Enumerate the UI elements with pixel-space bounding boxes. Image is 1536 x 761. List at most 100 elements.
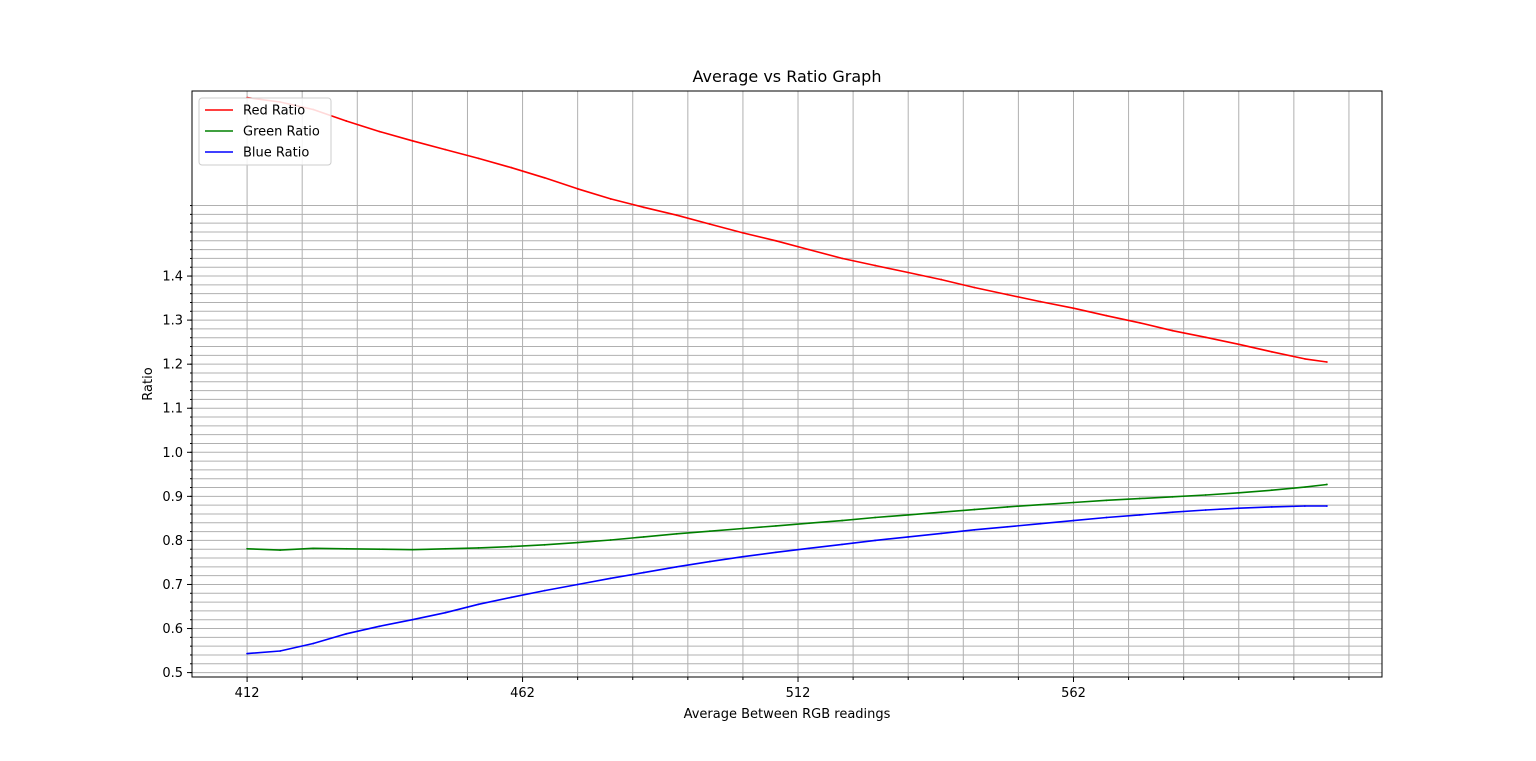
y-tick-label: 1.3: [162, 314, 183, 329]
green-ratio-point: [742, 527, 744, 530]
green-ratio-point: [940, 511, 943, 514]
red-ratio-point: [345, 120, 348, 122]
blue-ratio-point: [510, 596, 513, 599]
red-ratio-point: [1326, 361, 1328, 363]
red-ratio-point: [411, 139, 414, 142]
green-ratio-legend-label: Green Ratio: [243, 125, 320, 140]
x-axis-label: Average Between RGB readings: [684, 707, 891, 722]
green-ratio-line: [247, 483, 1327, 551]
green-ratio-point: [477, 547, 480, 549]
y-tick-label: 1.4: [162, 270, 183, 285]
x-tick-label: 462: [510, 686, 535, 701]
blue-ratio-point: [1072, 519, 1075, 522]
y-tick-label: 1.1: [162, 402, 183, 417]
y-tick-label: 0.8: [162, 534, 183, 549]
blue-ratio-point: [742, 555, 744, 558]
x-tick-label: 412: [235, 686, 260, 701]
green-ratio-point: [1072, 501, 1075, 504]
green-ratio-point: [708, 530, 711, 533]
blue-ratio-point: [1006, 525, 1009, 528]
red-ratio-point: [1270, 350, 1273, 353]
green-ratio-point: [907, 513, 910, 516]
red-ratio-point: [940, 278, 943, 281]
blue-ratio-point: [411, 618, 414, 621]
red-ratio-point: [1039, 300, 1042, 303]
plot-area-frame: [191, 90, 1383, 678]
blue-ratio-point: [1270, 506, 1273, 508]
blue-ratio-point: [1237, 507, 1240, 510]
blue-ratio-point: [775, 551, 777, 554]
blue-ratio-point: [1138, 513, 1141, 516]
blue-ratio-point: [1171, 511, 1174, 514]
red-ratio-point: [1171, 329, 1174, 332]
red-ratio-point: [1138, 321, 1141, 324]
red-ratio-point: [907, 271, 910, 274]
green-ratio-point: [411, 548, 414, 551]
blue-ratio-point: [874, 539, 877, 542]
green-ratio-point: [973, 508, 976, 511]
green-ratio-point: [345, 547, 348, 550]
green-ratio-point: [576, 541, 579, 544]
green-ratio-point: [1105, 499, 1108, 502]
blue-ratio-point: [576, 583, 579, 586]
green-ratio-point: [1171, 495, 1174, 498]
green-ratio-point: [1039, 503, 1042, 506]
x-tick-label: 562: [1061, 686, 1086, 701]
blue-ratio-point: [246, 652, 248, 655]
y-axis-label: Ratio: [141, 367, 156, 400]
blue-ratio-point: [1039, 522, 1042, 525]
green-ratio-point: [775, 524, 777, 527]
minor-grid: [192, 91, 1382, 677]
red-ratio-point: [1204, 336, 1207, 339]
y-tick-label: 1.2: [162, 358, 183, 373]
green-ratio-point: [808, 522, 810, 525]
red-ratio-line: [246, 96, 1328, 363]
red-ratio-point: [1237, 343, 1240, 346]
green-ratio-point: [279, 549, 282, 552]
blue-ratio-point: [444, 611, 447, 614]
blue-ratio-point: [279, 650, 282, 652]
green-ratio-point: [1237, 491, 1240, 494]
green-ratio-point: [1270, 489, 1273, 492]
red-ratio-point: [1006, 293, 1009, 296]
red-ratio-point: [543, 176, 546, 179]
red-ratio-point: [808, 248, 810, 251]
blue-ratio-point: [1326, 505, 1328, 507]
green-ratio-point: [1326, 483, 1328, 486]
green-ratio-point: [246, 547, 248, 550]
red-ratio-legend-label: Red Ratio: [243, 104, 305, 119]
red-ratio-point: [477, 157, 480, 160]
y-tick-label: 1.0: [162, 446, 183, 461]
blue-ratio-point: [973, 528, 976, 531]
red-ratio-point: [874, 264, 877, 267]
red-ratio-point: [742, 231, 744, 234]
green-ratio-point: [874, 516, 877, 519]
y-tick-label: 0.7: [162, 578, 183, 593]
blue-ratio-point: [708, 560, 711, 563]
red-ratio-point: [775, 239, 777, 242]
blue-ratio-point: [477, 603, 480, 606]
green-ratio-point: [510, 545, 513, 548]
blue-ratio-point: [1303, 505, 1306, 507]
blue-ratio-point: [1204, 509, 1207, 511]
green-ratio-point: [642, 535, 645, 538]
blue-ratio-point: [841, 543, 843, 546]
series-layer: [246, 96, 1328, 655]
red-ratio-point: [510, 166, 513, 169]
red-ratio-point: [642, 206, 645, 209]
blue-ratio-legend-label: Blue Ratio: [243, 146, 309, 161]
red-ratio-point: [609, 198, 612, 200]
x-tick-label: 512: [786, 686, 811, 701]
blue-ratio-point: [345, 632, 348, 635]
legend-box: [198, 97, 332, 166]
green-ratio-point: [675, 532, 678, 535]
blue-ratio-line: [247, 505, 1327, 655]
chart-title: Average vs Ratio Graph: [693, 67, 882, 86]
red-ratio-point: [841, 257, 843, 260]
blue-ratio-point: [907, 535, 910, 538]
blue-ratio-point: [808, 547, 810, 550]
green-ratio-point: [609, 539, 612, 541]
red-ratio-point: [378, 130, 381, 133]
y-tick-label: 0.9: [162, 490, 183, 505]
green-ratio-point: [1204, 494, 1207, 496]
